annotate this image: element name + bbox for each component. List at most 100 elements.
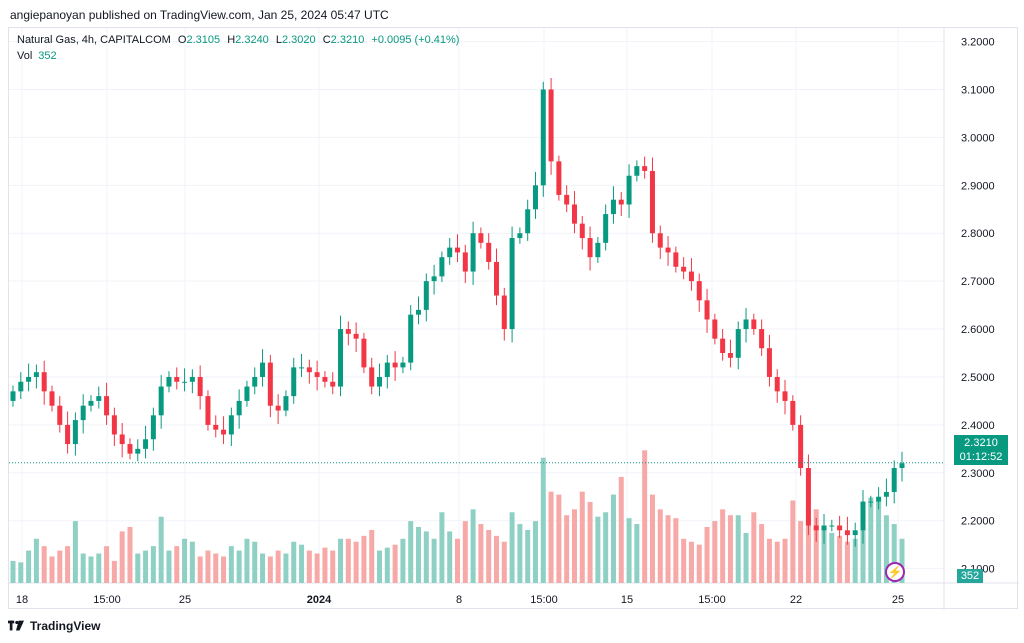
volume-bar	[681, 538, 687, 583]
candle-body	[462, 252, 468, 272]
volume-bar	[26, 550, 32, 583]
candle-body	[111, 415, 117, 435]
volume-bar	[299, 544, 305, 583]
candle-body	[727, 353, 733, 358]
volume-bar	[642, 450, 648, 583]
high-label: H	[227, 34, 236, 46]
open-label: O	[177, 34, 187, 46]
publish-header: angiepanoyan published on TradingView.co…	[0, 0, 1024, 28]
candle-body	[228, 415, 234, 435]
volume-bar	[439, 512, 445, 583]
volume-bar	[377, 550, 383, 583]
candle-body	[88, 400, 94, 406]
volume-bar	[805, 518, 811, 583]
candle-body	[478, 233, 484, 243]
candle-body	[891, 468, 897, 492]
volume-bar	[720, 509, 726, 583]
footer-brand: TradingView	[30, 619, 101, 633]
symbol-label[interactable]: Natural Gas, 4h, CAPITALCOM	[17, 34, 171, 46]
candle-body	[26, 376, 32, 382]
candle-body	[876, 496, 882, 502]
volume-bar	[111, 560, 117, 583]
volume-bar	[306, 550, 312, 583]
candle-body	[790, 400, 796, 425]
publish-info: angiepanoyan published on TradingView.co…	[10, 8, 389, 22]
volume-bar	[252, 541, 258, 583]
volume-bar	[275, 550, 281, 583]
candle-body	[657, 233, 663, 248]
volume-bar	[384, 547, 390, 583]
volume-bar	[57, 550, 63, 583]
volume-bar	[127, 527, 133, 583]
candle-body	[501, 295, 507, 330]
candle-body	[299, 367, 305, 369]
close-value: 2.3210	[330, 34, 365, 46]
volume-bar	[665, 515, 671, 583]
chart-frame[interactable]: 3.2000 3.1000 3.0000 2.9000 2.8000 2.7000 2.60…	[8, 27, 1019, 610]
candle-body	[486, 242, 492, 262]
volume-bar	[174, 546, 180, 583]
y-tick-label: 2.7000	[961, 276, 995, 288]
y-tick-label: 2.3000	[961, 468, 995, 480]
volume-bar	[447, 531, 453, 583]
candle-body	[291, 367, 297, 397]
volume-bar	[486, 529, 492, 583]
volume-bar	[150, 546, 156, 583]
volume-bar	[205, 550, 211, 583]
volume-bar	[361, 535, 367, 583]
volume-bar	[135, 553, 141, 583]
volume-bar	[158, 516, 164, 583]
volume-bar	[876, 500, 882, 583]
candle-body	[33, 372, 39, 377]
candlestick-chart[interactable]: 3.2000 3.1000 3.0000 2.9000 2.8000 2.7000 2.60…	[9, 28, 1019, 610]
low-value: 2.3020	[282, 34, 316, 46]
candle-body	[759, 329, 765, 349]
candle-body	[80, 405, 86, 421]
volume-bar	[883, 515, 889, 583]
candle-body	[221, 429, 227, 435]
x-tick-label: 2024	[307, 594, 332, 606]
volume-bar	[571, 509, 577, 583]
volume-value: 352	[38, 50, 57, 62]
candle-body	[267, 362, 273, 406]
footer: TradingView	[8, 616, 100, 636]
candle-body	[384, 362, 390, 377]
candle-body	[423, 281, 429, 310]
volume-bar	[423, 531, 429, 583]
candle-body	[525, 209, 531, 234]
candle-body	[587, 238, 593, 258]
y-tick-label: 2.6000	[961, 324, 995, 336]
candle-body	[135, 448, 141, 454]
volume-bar	[556, 494, 562, 583]
lightning-icon[interactable]: ⚡	[885, 562, 905, 582]
x-tick-label: 8	[456, 594, 462, 606]
candle-body	[72, 420, 78, 445]
candle-body	[673, 252, 679, 267]
candle-body	[712, 319, 718, 339]
candle-body	[158, 386, 164, 416]
candle-body	[595, 242, 601, 258]
candle-body	[704, 300, 710, 320]
volume-bar	[766, 538, 772, 583]
volume-bar	[416, 527, 422, 583]
volume-bar	[322, 547, 328, 583]
last-price-tag: 2.3210 01:12:52	[954, 435, 1008, 465]
candle-body	[10, 391, 16, 401]
volume-bar	[509, 512, 515, 583]
volume-bar	[813, 509, 819, 583]
candle-body	[369, 367, 375, 387]
candle-body	[665, 247, 671, 253]
candle-body	[681, 266, 687, 272]
volume-bar	[49, 556, 55, 583]
x-tick-label: 15:00	[530, 594, 558, 606]
candle-body	[626, 175, 632, 205]
candle-body	[260, 362, 266, 377]
volume-bar	[595, 516, 601, 583]
candle-body	[345, 329, 351, 334]
candle-body	[143, 439, 149, 449]
candle-body	[283, 396, 289, 411]
candle-body	[844, 530, 850, 536]
volume-bar	[501, 541, 507, 583]
volume-bar	[579, 491, 585, 583]
candle-body	[392, 362, 398, 368]
